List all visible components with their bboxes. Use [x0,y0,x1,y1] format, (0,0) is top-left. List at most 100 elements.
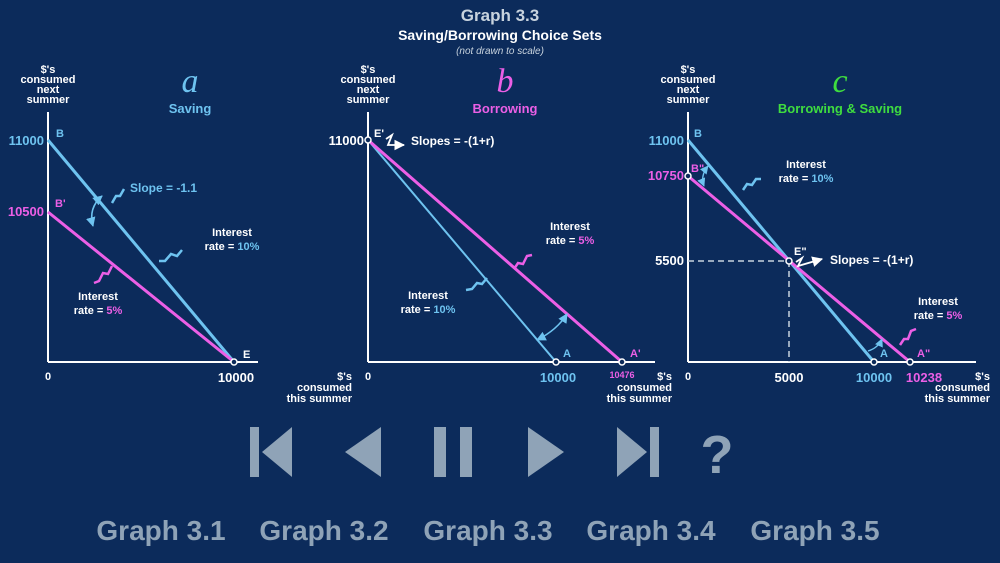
panel-a-origin: 0 [45,371,51,383]
panel-a-slope-pointer [110,188,126,204]
panel-c-x-tick-5000: 5000 [775,370,804,385]
panel-b-blue-pointer [465,277,488,292]
panel-a-point-b: B [56,128,64,140]
panel-c-blue-label-line1: Interest [786,159,826,171]
panel-a-pink-label-line1: Interest [78,291,118,303]
panel-b-budget-line-5pct [367,138,623,364]
panel-c-a-angle-arc [867,338,883,352]
panel-c-borrowing-saving: $'s consumed next summer c Borrowing & S… [648,63,991,405]
panel-a-y-tick-11000: 11000 [9,133,44,148]
panel-c-title: Borrowing & Saving [778,101,902,116]
panel-a-y-tick-10500: 10500 [8,204,44,219]
x-axis-label-line: $'s [975,371,990,383]
panel-b-y-tick-11000: 11000 [329,133,364,148]
panel-b-title: Borrowing [473,101,538,116]
y-axis-label-line: summer [347,94,391,106]
rate-prefix: rate = [914,310,947,322]
y-axis-label-line: $'s [681,64,696,76]
panel-a-point-b-prime: B' [55,198,66,210]
skip-to-last-icon-bar [650,427,659,477]
panel-a-point-e: E [243,349,250,361]
y-axis-label-line: summer [667,94,711,106]
panel-a-budget-line-10pct [46,139,236,363]
panel-a-blue-label-line1: Interest [212,227,252,239]
rate-value: 5% [106,305,122,317]
panel-c-pink-label-line2: rate = 5% [914,310,963,322]
y-axis-label-line: $'s [361,64,376,76]
panel-b-borrowing: $'s consumed next summer b Borrowing 110… [329,63,673,405]
graph-subtitle: Saving/Borrowing Choice Sets [398,27,602,43]
skip-to-first-button[interactable] [250,427,292,477]
panel-a-blue-pointer [159,249,183,263]
panel-b-pink-label-line2: rate = 5% [546,235,595,247]
help-button[interactable]: ? [701,425,734,485]
rate-prefix: rate = [401,304,434,316]
y-axis-label-line: consumed [660,74,715,86]
panel-b-slopes-pointer [385,132,406,151]
panel-b-budget-line-10pct [367,139,557,363]
nav-graph-3-3[interactable]: Graph 3.3 [423,515,552,546]
rate-value: 10% [811,173,833,185]
panel-c-point-b2-dot [684,172,692,180]
panel-b-slopes-label: Slopes = -(1+r) [411,134,494,148]
graph-title: Graph 3.3 [461,6,539,25]
panel-c-point-b: B [694,128,702,140]
panel-a-letter: a [182,63,199,100]
panel-c-point-b-double-prime: B" [691,163,704,175]
y-axis-label-line: summer [27,94,71,106]
panel-c-y-tick-10750: 10750 [648,168,684,183]
nav-graph-3-1[interactable]: Graph 3.1 [96,515,225,546]
panel-c-x-tick-10000: 10000 [856,370,892,385]
panel-c-blue-label-line2: rate = 10% [779,173,834,185]
panel-a-x-tick-10000: 10000 [218,370,254,385]
panel-c-blue-pointer [741,177,761,191]
pause-icon-bar [460,427,472,477]
panel-c-budget-line-5pct [687,174,911,364]
y-axis-label-line: consumed [340,74,395,86]
x-axis-label-line: this summer [925,393,991,405]
previous-icon [345,427,381,477]
panel-a-title: Saving [169,101,212,116]
skip-to-first-icon-triangle [262,427,292,477]
x-axis-label-line: consumed [617,382,672,394]
panel-c-slopes-pointer [795,255,824,268]
skip-to-last-button[interactable] [617,427,659,477]
panel-b-point-a-prime-dot [618,358,626,366]
panel-c-point-e-double-prime: E" [794,246,807,258]
rate-prefix: rate = [779,173,812,185]
panel-c-budget-line-10pct [686,139,876,363]
nav-graph-3-2[interactable]: Graph 3.2 [259,515,388,546]
x-axis-label-line: $'s [657,371,672,383]
x-axis-label-line: this summer [607,393,673,405]
panel-a-slope-arc [86,195,103,227]
rate-prefix: rate = [205,241,238,253]
pause-button[interactable] [434,427,472,477]
x-axis-label-line: consumed [297,382,352,394]
panel-c-point-a: A [880,348,888,360]
next-button[interactable] [528,427,564,477]
panel-b-x-tick-10000: 10000 [540,370,576,385]
previous-button[interactable] [345,427,381,477]
nav-graph-3-5[interactable]: Graph 3.5 [750,515,879,546]
panel-b-point-a: A [563,348,571,360]
nav-graph-3-4[interactable]: Graph 3.4 [586,515,716,546]
panel-b-pink-label-line1: Interest [550,221,590,233]
y-axis-label-line: next [677,84,700,96]
rate-prefix: rate = [74,305,107,317]
panel-c-y-tick-5500: 5500 [655,253,684,268]
panel-c-point-a-dot [870,358,878,366]
panel-c-y-tick-11000: 11000 [649,133,684,148]
panel-b-pink-pointer [512,253,533,270]
y-axis-label-line: next [37,84,60,96]
next-icon [528,427,564,477]
panel-a-pink-pointer [93,265,114,285]
x-axis-label-line: consumed [935,382,990,394]
panel-a-saving: $'s consumed next summer a Saving 11000 … [8,63,353,405]
panel-b-blue-label-line2: rate = 10% [401,304,456,316]
skip-to-last-icon [617,427,647,477]
skip-to-first-icon [250,427,259,477]
panel-a-x-axis-label: $'s consumed this summer [287,371,353,405]
rate-value: 10% [433,304,455,316]
panel-a-point-e-dot [230,358,238,366]
